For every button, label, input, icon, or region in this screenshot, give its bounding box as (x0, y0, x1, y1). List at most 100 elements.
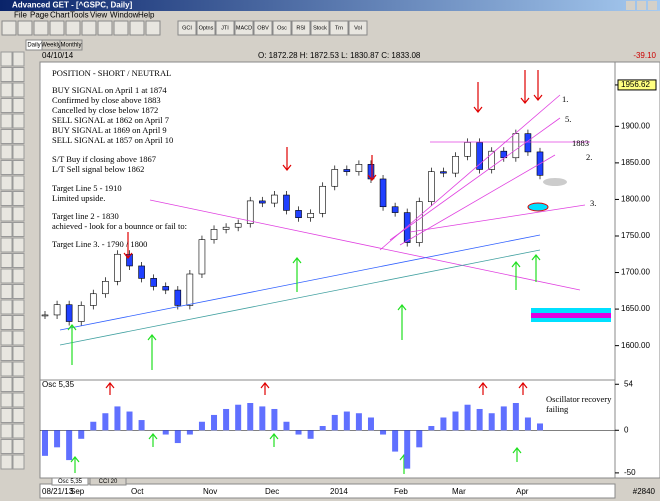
side-button[interactable] (0, 206, 13, 222)
menu-item[interactable]: File (14, 11, 27, 20)
side-button[interactable] (12, 98, 25, 113)
side-button[interactable] (0, 144, 13, 160)
side-button[interactable] (12, 237, 25, 253)
side-button[interactable] (12, 361, 25, 377)
side-button[interactable] (12, 299, 25, 315)
side-button[interactable] (12, 392, 25, 408)
side-button[interactable] (0, 299, 13, 315)
date-label: Sep (70, 487, 85, 496)
side-button[interactable] (0, 129, 13, 144)
note-line: Target Line 5 - 1910 (52, 183, 122, 193)
tool-button[interactable] (129, 20, 145, 36)
side-button[interactable] (12, 315, 25, 330)
side-button[interactable] (0, 113, 13, 129)
side-button[interactable] (0, 315, 13, 330)
side-button[interactable] (0, 408, 13, 423)
side-button[interactable] (0, 51, 13, 67)
side-button[interactable] (12, 423, 25, 439)
info-ohlc: O: 1872.28 H: 1872.53 L: 1830.87 C: 1833… (258, 51, 421, 60)
tool-button[interactable] (49, 20, 65, 36)
panel-tab[interactable] (89, 477, 127, 486)
side-button[interactable] (0, 377, 13, 392)
side-button[interactable] (0, 222, 13, 237)
price-axis (614, 61, 660, 479)
tool-button[interactable] (291, 20, 311, 36)
panel-tab[interactable] (51, 477, 89, 486)
side-button[interactable] (12, 454, 25, 470)
side-button[interactable] (12, 330, 25, 346)
side-button[interactable] (0, 191, 13, 206)
osc-bar (162, 430, 169, 435)
tool-button[interactable] (234, 20, 254, 36)
tool-button[interactable] (33, 20, 49, 36)
tab-label: Daily (27, 43, 40, 49)
side-button[interactable] (0, 160, 13, 175)
menu-item[interactable]: Chart (50, 11, 70, 20)
side-button[interactable] (0, 346, 13, 361)
side-button[interactable] (12, 175, 25, 191)
side-button[interactable] (12, 222, 25, 237)
side-button[interactable] (12, 284, 25, 299)
tool-button[interactable] (329, 20, 349, 36)
side-button[interactable] (12, 439, 25, 454)
tool-button[interactable] (1, 20, 17, 36)
tool-button[interactable] (272, 20, 292, 36)
side-button[interactable] (12, 67, 25, 82)
side-button[interactable] (12, 408, 25, 423)
close-button[interactable] (648, 1, 657, 10)
menu-item[interactable]: Page (30, 11, 49, 20)
minimize-button[interactable] (626, 1, 635, 10)
side-button[interactable] (12, 268, 25, 284)
side-button[interactable] (0, 237, 13, 253)
tool-button[interactable] (215, 20, 235, 36)
tool-button[interactable] (253, 20, 273, 36)
side-button[interactable] (12, 377, 25, 392)
side-button[interactable] (0, 98, 13, 113)
tool-button[interactable] (113, 20, 129, 36)
menu-item[interactable]: View (90, 11, 107, 20)
candle (65, 304, 73, 322)
osc-bar (488, 413, 495, 431)
side-button[interactable] (0, 423, 13, 439)
side-button[interactable] (0, 439, 13, 454)
panel-tab-label: CCI 20 (99, 479, 118, 485)
side-button[interactable] (0, 268, 13, 284)
tool-label: JTI (221, 25, 229, 31)
side-button[interactable] (0, 454, 13, 470)
maximize-button[interactable] (637, 1, 646, 10)
tool-button[interactable] (97, 20, 113, 36)
side-button[interactable] (0, 175, 13, 191)
side-button[interactable] (12, 113, 25, 129)
tool-button[interactable] (348, 20, 368, 36)
side-button[interactable] (12, 82, 25, 98)
osc-bar (428, 426, 435, 431)
side-button[interactable] (12, 144, 25, 160)
tool-button[interactable] (177, 20, 197, 36)
tab[interactable] (59, 39, 83, 51)
side-button[interactable] (0, 361, 13, 377)
menu-item[interactable]: Tools (70, 11, 89, 20)
side-button[interactable] (0, 330, 13, 346)
tool-button[interactable] (65, 20, 81, 36)
side-button[interactable] (0, 82, 13, 98)
side-button[interactable] (12, 253, 25, 268)
signal-arrow-head (70, 456, 80, 463)
side-button[interactable] (0, 392, 13, 408)
side-button[interactable] (12, 129, 25, 144)
side-button[interactable] (12, 346, 25, 361)
menu-item[interactable]: Help (138, 11, 155, 20)
side-button[interactable] (0, 67, 13, 82)
side-button[interactable] (12, 160, 25, 175)
side-button[interactable] (0, 253, 13, 268)
side-button[interactable] (12, 206, 25, 222)
line-label: 1. (562, 94, 568, 104)
side-button[interactable] (12, 191, 25, 206)
tool-button[interactable] (145, 20, 161, 36)
side-button[interactable] (0, 284, 13, 299)
tool-button[interactable] (81, 20, 97, 36)
tool-button[interactable] (196, 20, 216, 36)
menu-item[interactable]: Window (110, 11, 139, 20)
tool-button[interactable] (310, 20, 330, 36)
side-button[interactable] (12, 51, 25, 67)
tool-button[interactable] (17, 20, 33, 36)
